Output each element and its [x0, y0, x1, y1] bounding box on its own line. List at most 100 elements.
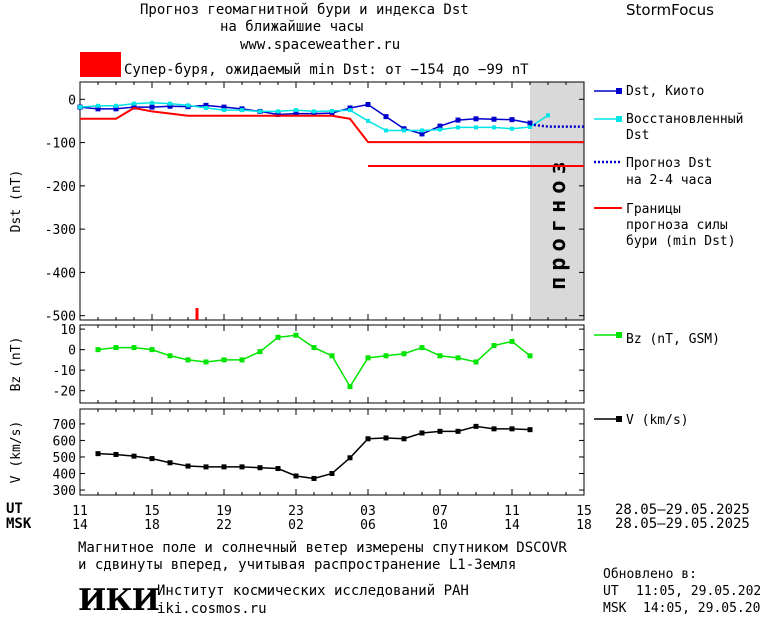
series-point [95, 451, 101, 457]
series-point [546, 113, 550, 118]
series-point [149, 104, 155, 110]
y-tick-label: 0 [68, 93, 76, 108]
series-point [437, 353, 443, 359]
series-point [95, 347, 101, 353]
y-tick-label: 0 [68, 344, 76, 359]
series-point [113, 106, 119, 112]
series-point [294, 108, 298, 113]
legend-bz: Bz (nT, GSM) [626, 332, 720, 347]
series-point [419, 430, 425, 436]
ut-axis-label: UT [6, 501, 23, 517]
series-point [131, 453, 137, 459]
series-point [275, 334, 281, 340]
x-tick-label-ut: 03 [360, 504, 376, 519]
series-point [185, 463, 191, 469]
series-point [239, 464, 245, 470]
series-point [239, 357, 245, 363]
y-tick-label: -300 [45, 223, 76, 238]
series-point [203, 102, 209, 108]
series-point [366, 118, 370, 123]
series-point [456, 125, 460, 130]
series-point [528, 125, 532, 130]
x-tick-label-msk: 18 [144, 518, 160, 533]
series-point [114, 103, 118, 108]
series-point [293, 332, 299, 338]
x-tick-label-ut: 19 [216, 504, 232, 519]
legend-dst-restored-marker [616, 116, 622, 122]
series-point [401, 436, 407, 442]
series-point [510, 126, 514, 131]
series-point [365, 436, 371, 442]
series-point [276, 109, 280, 114]
legend-forecast: на 2-4 часа [626, 173, 712, 188]
series-point [384, 128, 388, 133]
y-tick-label: -10 [53, 364, 76, 379]
series-point [473, 116, 479, 122]
y-axis-label: Dst (nT) [9, 170, 24, 233]
title-line1: Прогноз геомагнитной бури и индекса Dst [140, 2, 469, 18]
msk-date-range: 28.05–29.05.2025 [615, 516, 750, 532]
series-point [437, 123, 443, 129]
series-point [311, 111, 317, 117]
series-point [419, 345, 425, 351]
panel-frame [79, 408, 585, 496]
series-point [474, 125, 478, 130]
footer-note-line2: и сдвинуты вперед, учитывая распростране… [78, 557, 517, 573]
y-tick-label: -100 [45, 137, 76, 152]
institute-name: Институт космических исследований РАН [157, 583, 469, 599]
y-tick-label: 10 [60, 323, 76, 338]
y-tick-label: -500 [45, 310, 76, 325]
series-point [509, 117, 515, 123]
series-point [383, 114, 389, 120]
series-point [419, 131, 425, 137]
series-point [257, 349, 263, 355]
legend-v: V (km/s) [626, 413, 689, 428]
legend-v-marker [616, 416, 622, 422]
panel-frame [79, 81, 585, 321]
y-tick-label: -20 [53, 385, 76, 400]
series-point [150, 100, 154, 105]
legend-dst-restored: Восстановленный [626, 112, 743, 127]
brand-name: StormFocus [626, 1, 714, 19]
series-point [168, 101, 172, 106]
panel-frame [79, 324, 585, 404]
series-line [79, 103, 531, 135]
y-tick-label: 700 [53, 418, 76, 433]
updated-msk-label: MSK [603, 601, 627, 616]
series-point [132, 101, 136, 106]
y-tick-label: 300 [53, 484, 76, 499]
series-line [80, 106, 584, 144]
series-point [491, 426, 497, 432]
updated-msk: 14:05, 29.05.2025 [643, 601, 760, 616]
series-point [401, 351, 407, 357]
x-tick-label-ut: 11 [72, 504, 88, 519]
series-point [275, 466, 281, 472]
series-point [383, 435, 389, 441]
series-point [221, 357, 227, 363]
legend-dst-kyoto-marker [616, 88, 622, 94]
series-point [293, 111, 299, 117]
legend-bounds: Границы [626, 202, 681, 217]
source-url[interactable]: www.spaceweather.ru [240, 37, 401, 53]
series-point [509, 426, 515, 432]
series-point [95, 106, 101, 112]
series-point [347, 455, 353, 461]
legend-bounds: прогноза силы [626, 218, 728, 233]
series-point [149, 456, 155, 462]
series-point [509, 338, 515, 344]
storm-alert-text: Супер-буря, ожидаемый min Dst: от −154 д… [124, 62, 529, 78]
series-point [329, 110, 335, 116]
series-point [240, 108, 244, 113]
x-tick-label-ut: 07 [432, 504, 448, 519]
legend-dst-kyoto: Dst, Киото [626, 84, 704, 99]
institute-site[interactable]: iki.cosmos.ru [157, 601, 267, 617]
x-tick-label-ut: 15 [144, 504, 160, 519]
series-point [311, 475, 317, 481]
series-point [113, 345, 119, 351]
series-point [78, 105, 82, 110]
series-point [167, 103, 173, 109]
x-tick-label-msk: 14 [504, 518, 520, 533]
series-point [275, 111, 281, 117]
x-tick-label-msk: 14 [72, 518, 88, 533]
